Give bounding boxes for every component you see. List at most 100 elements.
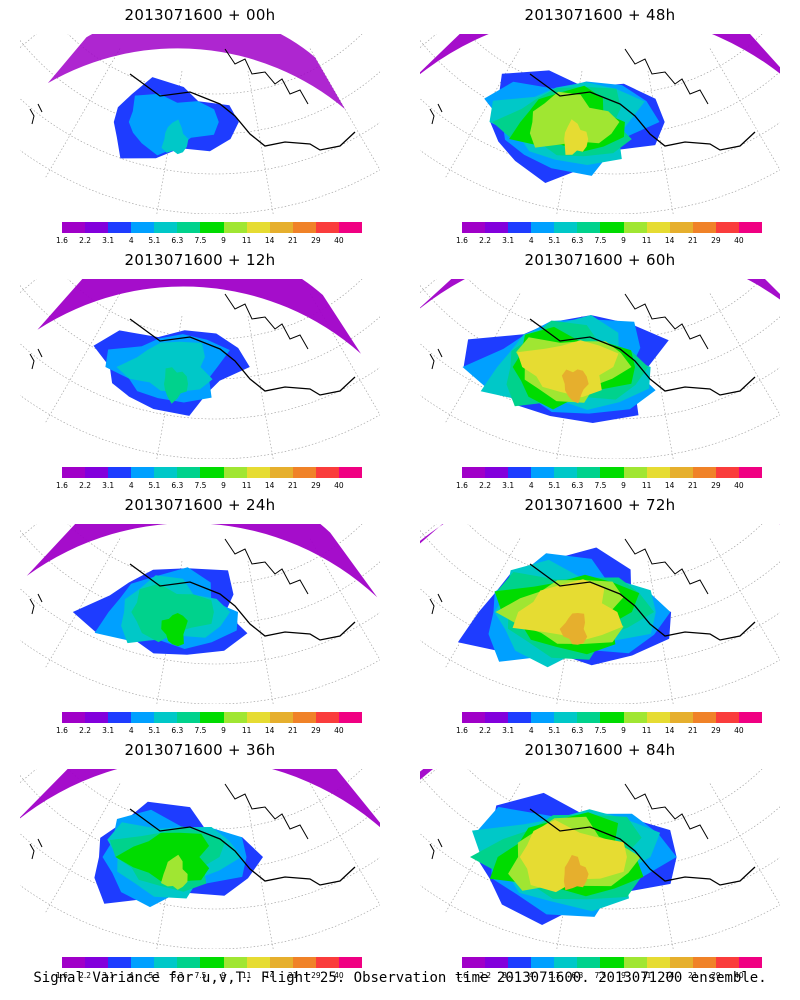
colorbar-tick-label: 9 xyxy=(221,726,226,735)
arctic-islands-coastline xyxy=(224,48,309,105)
colorbar-tick-label: 14 xyxy=(664,726,675,735)
longitude-gridline xyxy=(444,48,521,179)
forecast-panel: 2013071600 + 24h 1.6 2.2 3.1 4 5.1 6.3 7.5 9 11 1… xyxy=(0,490,400,735)
colorbar-tick-label: 6.3 xyxy=(571,971,584,980)
colorbar-swatch xyxy=(715,467,739,478)
colorbar-swatch xyxy=(269,467,293,478)
colorbar-swatch xyxy=(669,467,693,478)
colorbar-swatch xyxy=(669,957,693,968)
latitude-gridline xyxy=(420,98,780,175)
variance-contour xyxy=(517,340,619,398)
colorbar-swatch xyxy=(338,712,363,723)
colorbar-tick-label: 21 xyxy=(687,236,698,245)
coastline xyxy=(529,73,756,151)
colorbar-tick-label: 3.1 xyxy=(102,971,115,980)
colorbar-tick-label: 6.3 xyxy=(171,236,184,245)
colorbar-tick-label: 9 xyxy=(621,481,626,490)
colorbar-tick-label: 1.6 xyxy=(56,726,68,735)
colorbar-swatch xyxy=(269,222,293,233)
colorbar-tick-label: 5.1 xyxy=(148,236,161,245)
colorbar-tick-label: 4 xyxy=(528,481,534,490)
colorbar-swatch xyxy=(131,467,155,478)
colorbar-swatch xyxy=(715,222,739,233)
variance-contour xyxy=(116,341,213,392)
latitude-gridline xyxy=(67,769,363,830)
variance-maximum xyxy=(161,613,188,647)
colorbar-tick-label: 14 xyxy=(264,971,275,980)
variance-field-low xyxy=(420,279,780,309)
longitude-gridline xyxy=(44,293,121,424)
colorbar-tick-label: 11 xyxy=(641,971,652,980)
colorbar-tick-label: 11 xyxy=(241,971,252,980)
longitude-gridline xyxy=(44,783,121,914)
colorbar xyxy=(462,712,763,723)
forecast-panel: 2013071600 + 84h 1.6 2.2 3.1 4 5.1 6.3 7.5 9 11 1… xyxy=(400,735,800,980)
colorbar-swatch xyxy=(177,957,201,968)
colorbar-tick-label: 40 xyxy=(334,236,344,245)
colorbar-tick-label: 2.2 xyxy=(479,236,492,245)
colorbar-tick-label: 3.1 xyxy=(502,726,515,735)
colorbar-ticks: 1.6 2.2 3.1 4 5.1 6.3 7.5 9 11 14 21 29 40 xyxy=(456,971,762,981)
latitude-gridline xyxy=(20,98,380,175)
variance-map xyxy=(420,279,780,459)
variance-contour xyxy=(512,579,623,641)
longitude-gridline xyxy=(709,293,780,416)
colorbar-swatch xyxy=(85,957,109,968)
colorbar-swatch xyxy=(177,712,201,723)
colorbar-swatch xyxy=(738,222,763,233)
colorbar-tick-label: 5.1 xyxy=(148,481,161,490)
colorbar-swatch xyxy=(315,957,339,968)
greenland-coastline xyxy=(429,838,443,860)
colorbar-tick-label: 9 xyxy=(621,726,626,735)
colorbar-swatch xyxy=(200,712,224,723)
colorbar-tick-label: 11 xyxy=(241,481,252,490)
longitude-gridline xyxy=(761,524,780,593)
colorbar-swatch xyxy=(62,712,86,723)
colorbar-ticks: 1.6 2.2 3.1 4 5.1 6.3 7.5 9 11 14 21 29 40 xyxy=(56,236,362,246)
colorbar xyxy=(62,957,363,968)
colorbar-swatch xyxy=(577,222,601,233)
colorbar-swatch xyxy=(154,957,178,968)
colorbar-tick-label: 29 xyxy=(311,236,321,245)
colorbar-tick-label: 14 xyxy=(264,481,275,490)
colorbar-tick-label: 29 xyxy=(711,481,721,490)
longitude-gridline xyxy=(420,769,437,784)
variance-field-low xyxy=(420,34,780,75)
colorbar-tick-label: 14 xyxy=(264,236,275,245)
colorbar-swatch xyxy=(131,957,155,968)
colorbar-swatch xyxy=(62,957,86,968)
colorbar-swatch xyxy=(715,712,739,723)
variance-map xyxy=(20,769,380,949)
longitude-gridline xyxy=(709,538,780,661)
colorbar-tick-label: 11 xyxy=(241,236,252,245)
colorbar-swatch xyxy=(85,467,109,478)
colorbar-tick-label: 2.2 xyxy=(79,481,92,490)
greenland-coastline xyxy=(29,838,43,860)
colorbar-tick-label: 7.5 xyxy=(594,971,607,980)
colorbar-ticks: 1.6 2.2 3.1 4 5.1 6.3 7.5 9 11 14 21 29 40 xyxy=(456,726,762,736)
colorbar-swatch xyxy=(108,467,132,478)
forecast-panel: 2013071600 + 60h 1.6 2.2 3.1 4 5.1 6.3 7.5 9 11 1… xyxy=(400,245,800,490)
colorbar-ticks: 1.6 2.2 3.1 4 5.1 6.3 7.5 9 11 14 21 29 40 xyxy=(56,481,362,491)
colorbar-swatch xyxy=(738,467,763,478)
colorbar-tick-label: 21 xyxy=(687,971,698,980)
variance-field-low xyxy=(37,279,361,354)
latitude-gridline xyxy=(467,769,763,830)
colorbar-swatch xyxy=(338,222,363,233)
latitude-gridline xyxy=(467,524,763,585)
colorbar-tick-label: 7.5 xyxy=(194,726,207,735)
colorbar-tick-label: 14 xyxy=(664,971,675,980)
forecast-panel: 2013071600 + 36h 1.6 2.2 3.1 4 5.1 6.3 7.5 9 11 1… xyxy=(0,735,400,980)
panel-title: 2013071600 + 60h xyxy=(524,251,676,269)
greenland-coastline xyxy=(429,348,443,370)
colorbar-swatch xyxy=(623,467,647,478)
arctic-islands-coastline xyxy=(624,293,709,350)
colorbar-swatch xyxy=(738,712,763,723)
colorbar-tick-label: 2.2 xyxy=(479,971,492,980)
colorbar-swatch xyxy=(292,712,316,723)
colorbar-swatch xyxy=(223,467,247,478)
colorbar-swatch xyxy=(292,467,316,478)
colorbar-tick-label: 3.1 xyxy=(102,481,115,490)
arctic-islands-coastline xyxy=(624,538,709,595)
colorbar-tick-label: 6.3 xyxy=(171,481,184,490)
